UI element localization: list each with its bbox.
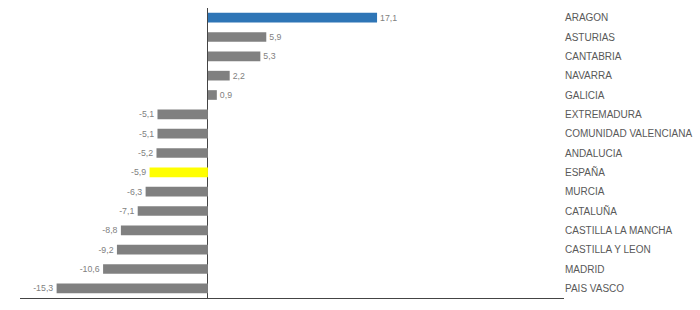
svg-text:COMUNIDAD VALENCIANA: COMUNIDAD VALENCIANA [565,128,692,139]
svg-text:-8,8: -8,8 [102,225,117,235]
svg-text:EXTREMADURA: EXTREMADURA [565,109,642,120]
svg-text:-7,1: -7,1 [119,206,134,216]
svg-text:ARAGON: ARAGON [565,12,608,23]
svg-text:MURCIA: MURCIA [565,186,605,197]
svg-text:-5,9: -5,9 [131,167,146,177]
svg-text:-9,2: -9,2 [98,245,113,255]
svg-text:CASTILLA Y LEON: CASTILLA Y LEON [565,244,651,255]
svg-text:5,9: 5,9 [269,32,281,42]
svg-text:-15,3: -15,3 [33,283,53,293]
svg-text:MADRID: MADRID [565,264,604,275]
svg-text:ASTURIAS: ASTURIAS [565,32,615,43]
svg-text:CANTABRIA: CANTABRIA [565,51,622,62]
svg-text:ESPAÑA: ESPAÑA [565,166,605,178]
svg-text:-10,6: -10,6 [80,264,100,274]
svg-text:2,2: 2,2 [233,71,245,81]
svg-text:PAIS VASCO: PAIS VASCO [565,283,624,294]
svg-text:GALICIA: GALICIA [565,90,605,101]
svg-text:5,3: 5,3 [263,51,275,61]
svg-text:-5,2: -5,2 [138,148,153,158]
svg-text:CATALUÑA: CATALUÑA [565,205,617,217]
svg-text:-6,3: -6,3 [127,187,142,197]
svg-text:CASTILLA LA MANCHA: CASTILLA LA MANCHA [565,225,673,236]
svg-text:0,9: 0,9 [220,90,232,100]
svg-text:ANDALUCIA: ANDALUCIA [565,148,623,159]
svg-text:-5,1: -5,1 [139,109,154,119]
svg-text:NAVARRA: NAVARRA [565,70,612,81]
svg-text:17,1: 17,1 [380,13,397,23]
svg-text:-5,1: -5,1 [139,129,154,139]
